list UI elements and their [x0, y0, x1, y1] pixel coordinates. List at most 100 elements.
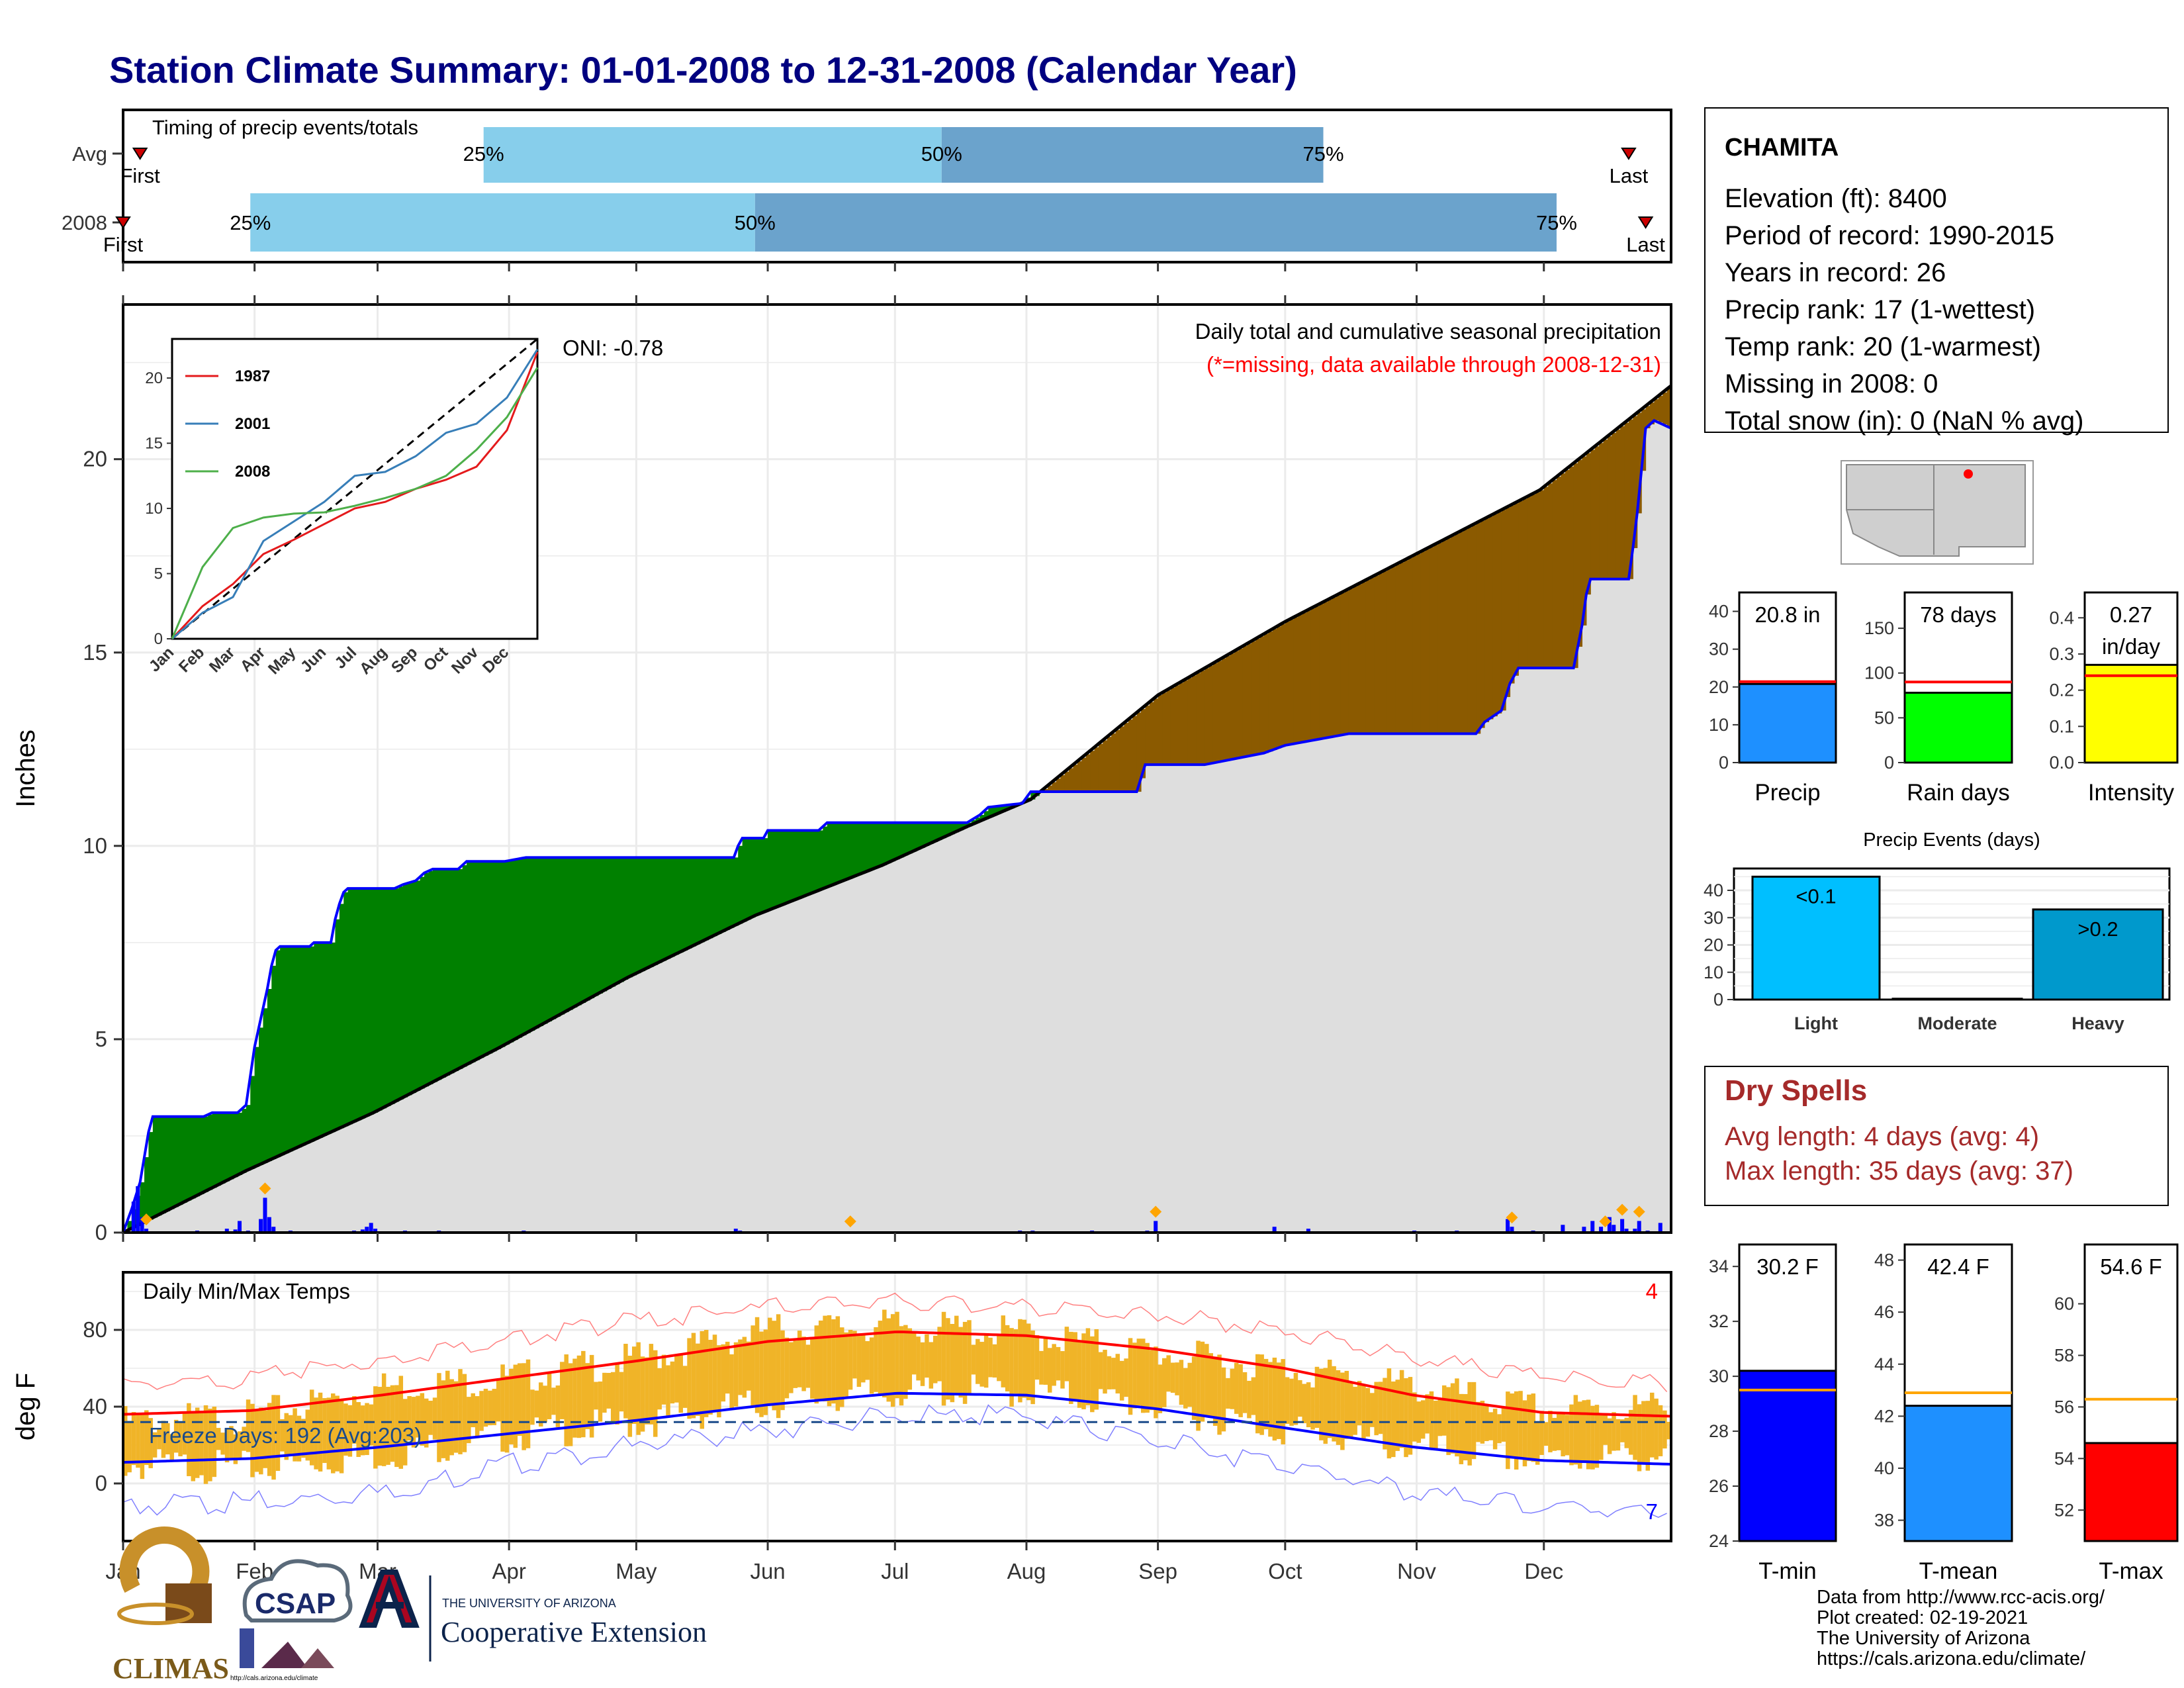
precip-surplus-band: [631, 857, 637, 976]
timing-bar-50-75: [941, 127, 1324, 183]
daily-temp-bar: [441, 1380, 446, 1458]
month-axis-label: Nov: [1397, 1559, 1436, 1583]
dry-spells-max: Max length: 35 days (avg: 37): [1725, 1156, 2073, 1186]
precip-events-title: Precip Events (days): [1863, 829, 2040, 851]
precip-deficit-band: [1433, 545, 1439, 734]
precip-surplus-band: [191, 1116, 196, 1199]
precip-deficit-band: [1612, 432, 1617, 579]
precip-surplus-band: [776, 830, 781, 908]
daily-temp-bar: [1212, 1356, 1218, 1426]
daily-temp-bar: [1196, 1340, 1201, 1431]
daily-precip-bar: [271, 1227, 276, 1233]
daily-temp-bar: [1408, 1377, 1413, 1455]
summary-y-tick-label: 10: [1709, 715, 1729, 735]
daily-temp-bar: [1552, 1417, 1557, 1451]
precip-surplus-band: [793, 830, 798, 901]
daily-temp-bar: [347, 1405, 353, 1457]
daily-temp-bar: [657, 1368, 662, 1410]
inset-series-line: [171, 348, 539, 640]
timing-marker-icon: [132, 148, 148, 160]
daily-temp-bar: [420, 1393, 425, 1446]
daily-precip-bar: [1637, 1221, 1641, 1233]
daily-temp-bar: [1518, 1391, 1523, 1459]
precip-deficit-band: [1586, 453, 1591, 595]
station-info-line: Precip rank: 17 (1-wettest): [1725, 295, 2035, 324]
precip-deficit-band: [1361, 582, 1367, 734]
precip-surplus-band: [717, 857, 722, 935]
daily-temp-bar: [1090, 1336, 1095, 1413]
precip-surplus-band: [496, 861, 501, 1049]
precip-deficit-band: [1060, 774, 1066, 792]
precip-deficit-band: [1527, 496, 1532, 669]
daily-temp-bar: [895, 1311, 899, 1399]
precip-surplus-band: [598, 857, 603, 994]
daily-temp-bar: [1022, 1319, 1027, 1398]
timing-percentile-label: 25%: [230, 211, 271, 234]
precip-deficit-band: [1543, 487, 1549, 669]
precip-surplus-band: [852, 822, 858, 877]
precip-surplus-band: [725, 857, 730, 930]
daily-temp-bar: [627, 1356, 633, 1437]
timing-marker-label: First: [120, 164, 161, 187]
daily-temp-bar: [1124, 1358, 1128, 1397]
summary-y-tick-label: 56: [2054, 1397, 2074, 1417]
precip-surplus-band: [398, 886, 404, 1100]
daily-temp-bar: [1230, 1368, 1235, 1409]
daily-temp-bar: [1497, 1414, 1502, 1444]
daily-temp-bar: [1060, 1351, 1065, 1389]
precip-deficit-band: [1212, 663, 1218, 763]
summary-category-label-raindays: Rain days: [1907, 780, 2010, 806]
precip-surplus-band: [335, 919, 340, 1131]
precip-surplus-band: [827, 822, 832, 887]
precip-deficit-band: [1471, 525, 1477, 734]
daily-temp-bar: [823, 1315, 827, 1402]
daily-temp-bar: [1238, 1364, 1243, 1417]
precip-surplus-band: [449, 868, 455, 1074]
station-info-box: CHAMITA Elevation (ft): 8400 Period of re…: [1704, 107, 2169, 436]
summary-bar-raindays: [1903, 691, 2013, 764]
precip-surplus-band: [890, 822, 895, 862]
precip-deficit-band: [1128, 719, 1133, 792]
precip-surplus-band: [878, 822, 883, 867]
summary-y-tick-label: 0: [1884, 753, 1894, 773]
daily-temp-bar: [1128, 1338, 1133, 1415]
precip-surplus-band: [242, 1109, 247, 1173]
precip-deficit-band: [1522, 498, 1527, 669]
daily-temp-bar: [1323, 1368, 1328, 1444]
daily-temp-bar: [1603, 1414, 1608, 1445]
precip-surplus-band: [314, 942, 319, 1140]
daily-temp-bar: [178, 1423, 183, 1456]
daily-temp-bar: [789, 1342, 794, 1393]
daily-temp-bar: [1268, 1362, 1273, 1437]
daily-temp-bar: [517, 1363, 522, 1436]
precip-surplus-band: [594, 857, 599, 996]
precip-deficit-band: [1149, 702, 1154, 765]
precip-surplus-band: [352, 888, 357, 1123]
precip-surplus-band: [572, 857, 578, 1008]
precip-surplus-band: [165, 1116, 171, 1211]
summary-y-tick-label: 38: [1874, 1511, 1894, 1530]
daily-temp-bar: [768, 1317, 772, 1405]
precip-surplus-band: [152, 1116, 158, 1218]
daily-precip-bar: [1607, 1217, 1612, 1233]
summary-y-tick-label: 100: [1864, 663, 1894, 683]
daily-temp-bar: [1463, 1393, 1468, 1461]
timing-marker-label: First: [103, 233, 144, 256]
daily-temp-bar: [610, 1372, 615, 1423]
precip-surplus-band: [462, 865, 467, 1067]
daily-precip-bar: [369, 1223, 373, 1233]
daily-precip-bar: [1506, 1219, 1510, 1233]
summary-y-tick-label: 0.0: [2049, 753, 2074, 773]
station-info-line: Total snow (in): 0 (NaN % avg): [1725, 406, 2083, 436]
precip-surplus-band: [534, 857, 539, 1029]
daily-temp-bar: [1450, 1383, 1455, 1454]
precip-surplus-band: [369, 888, 374, 1115]
daily-temp-bar: [301, 1419, 306, 1458]
daily-temp-bar: [475, 1396, 480, 1438]
daily-temp-bar: [564, 1354, 569, 1446]
footer-line-4: https://cals.arizona.edu/climate/: [1817, 1648, 2086, 1669]
daily-temp-bar: [331, 1393, 336, 1474]
daily-temp-bar: [1043, 1338, 1048, 1385]
daily-temp-bar: [682, 1366, 688, 1408]
precip-deficit-band: [1255, 638, 1261, 755]
